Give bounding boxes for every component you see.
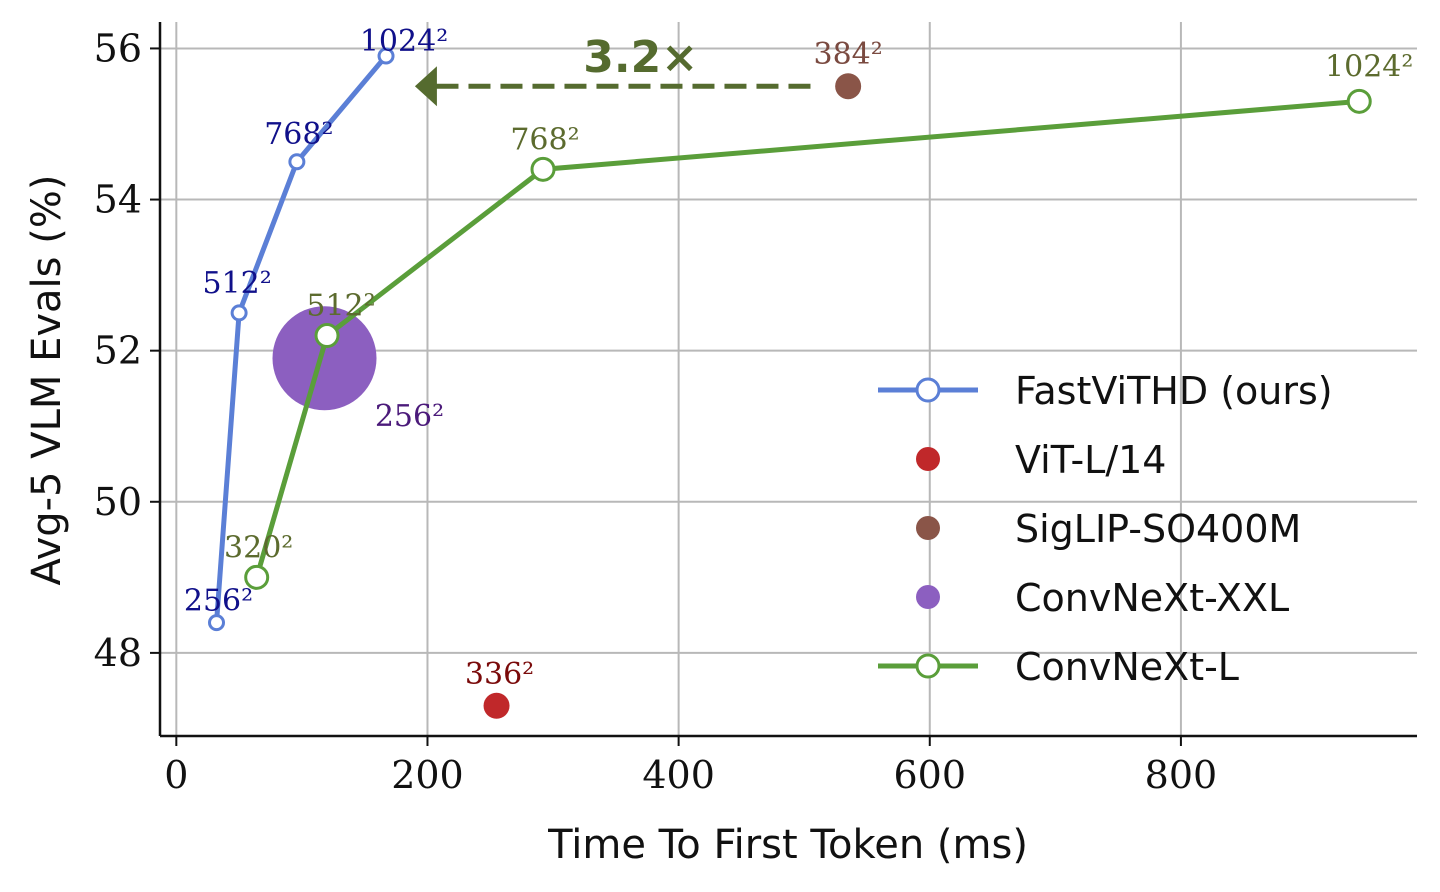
convnext-l-point-label: 512² — [306, 289, 375, 324]
fastvithd-ours--point-label: 768² — [264, 117, 333, 152]
fastvithd-ours--line — [214, 54, 388, 623]
x-tick-label: 800 — [1145, 753, 1218, 797]
fastvithd-ours--point — [377, 47, 395, 65]
axes: 0 200 400 600 800 48 50 52 54 56 — [94, 22, 1417, 797]
convnext-l-point — [530, 156, 556, 182]
legend-label-convnext-xxl: ConvNeXt-XXL — [1015, 576, 1289, 620]
convnext-l-point — [1346, 88, 1372, 114]
legend-marker-convnext-l — [915, 653, 941, 679]
legend-label-siglip-so400m: SigLIP-SO400M — [1015, 507, 1301, 551]
y-tick-label: 52 — [94, 329, 142, 373]
siglip-so400m-point-label: 384² — [813, 37, 882, 72]
y-tick-label: 48 — [94, 631, 142, 675]
x-tick-label: 600 — [894, 753, 967, 797]
fastvithd-ours--point-label: 512² — [202, 266, 271, 301]
legend-label-vit-l-14: ViT-L/14 — [1015, 438, 1166, 482]
x-tick-label: 200 — [391, 753, 464, 797]
legend-label-convnext-l: ConvNeXt-L — [1015, 645, 1239, 689]
fastvithd-ours--point — [230, 304, 248, 322]
convnext-l-point-label: 320² — [224, 530, 293, 565]
y-tick-label: 54 — [94, 178, 142, 222]
siglip-so400m-point — [835, 73, 862, 100]
legend: FastViTHD (ours) ViT-L/14 SigLIP-SO400M Con… — [878, 369, 1333, 689]
convnext-l-line — [254, 98, 1360, 579]
vit-l-14-point — [483, 692, 510, 719]
legend-label-fastvithd-ours-: FastViTHD (ours) — [1015, 369, 1333, 413]
convnext-l-point-label: 1024² — [1325, 49, 1413, 84]
convnext-l-point — [314, 323, 340, 349]
speedup-label: 3.2× — [583, 32, 698, 83]
legend-marker-siglip-so400m — [916, 516, 940, 540]
convnext-xxl-point — [272, 306, 377, 411]
point-labels: 256² 512² 768² 1024² 336² 384² 256² 320² 512² 768… — [184, 24, 1414, 692]
fastvithd-ours--point-label: 256² — [184, 584, 253, 619]
fastvithd-ours--point-label: 1024² — [360, 24, 448, 59]
y-tick-label: 56 — [94, 26, 142, 70]
y-axis-label: Avg-5 VLM Evals (%) — [24, 175, 70, 586]
convnext-l-point-label: 768² — [510, 122, 579, 157]
legend-marker-fastvithd-ours- — [915, 377, 941, 403]
grid — [160, 22, 1417, 736]
marks — [208, 47, 1372, 719]
convnext-l-point — [244, 564, 270, 590]
y-tick-label: 50 — [94, 480, 142, 524]
x-tick-label: 400 — [642, 753, 715, 797]
speedup-annotation: 3.2× — [414, 32, 811, 107]
x-axis-label: Time To First Token (ms) — [547, 822, 1028, 868]
arrowhead-icon — [414, 66, 437, 107]
fastvithd-ours--point — [208, 614, 226, 632]
legend-marker-vit-l-14 — [916, 447, 940, 471]
vit-l-14-point-label: 336² — [465, 657, 534, 692]
legend-marker-convnext-xxl — [916, 585, 940, 609]
fastvithd-ours--point — [288, 153, 306, 171]
convnext-xxl-point-label: 256² — [375, 399, 444, 434]
x-tick-label: 0 — [164, 753, 188, 797]
